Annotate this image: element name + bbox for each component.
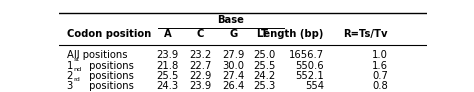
Text: 24.3: 24.3: [156, 81, 179, 91]
Text: 30.0: 30.0: [223, 61, 245, 71]
Text: positions: positions: [86, 61, 134, 71]
Text: 3: 3: [66, 81, 73, 91]
Text: Length (bp): Length (bp): [257, 29, 324, 39]
Text: 25.5: 25.5: [156, 70, 179, 80]
Text: 23.9: 23.9: [156, 50, 179, 60]
Text: 0.8: 0.8: [372, 81, 388, 91]
Text: 1: 1: [66, 61, 73, 71]
Text: 23.2: 23.2: [190, 50, 212, 60]
Text: 22.7: 22.7: [190, 61, 212, 71]
Text: 27.9: 27.9: [223, 50, 245, 60]
Text: 25.5: 25.5: [253, 61, 275, 71]
Text: T: T: [261, 29, 268, 39]
Text: st: st: [73, 57, 79, 62]
Text: All positions: All positions: [66, 50, 127, 60]
Text: 26.4: 26.4: [223, 81, 245, 91]
Text: R=Ts/Tv: R=Ts/Tv: [344, 29, 388, 39]
Text: 1.6: 1.6: [372, 61, 388, 71]
Text: rd: rd: [73, 77, 80, 82]
Text: A: A: [164, 29, 172, 39]
Text: 27.4: 27.4: [223, 70, 245, 80]
Text: 25.3: 25.3: [253, 81, 275, 91]
Text: 21.8: 21.8: [156, 61, 179, 71]
Text: 552.1: 552.1: [295, 70, 324, 80]
Text: 1656.7: 1656.7: [289, 50, 324, 60]
Text: G: G: [229, 29, 238, 39]
Text: Codon position: Codon position: [66, 29, 151, 39]
Text: 25.0: 25.0: [253, 50, 275, 60]
Text: Base: Base: [217, 15, 244, 25]
Text: 24.2: 24.2: [253, 70, 275, 80]
Text: 1.0: 1.0: [372, 50, 388, 60]
Text: 23.9: 23.9: [190, 81, 212, 91]
Text: positions: positions: [86, 81, 134, 91]
Text: 2: 2: [66, 70, 73, 80]
Text: 0.7: 0.7: [372, 70, 388, 80]
Text: 22.9: 22.9: [190, 70, 212, 80]
Text: 554: 554: [305, 81, 324, 91]
Text: nd: nd: [73, 67, 82, 72]
Text: 550.6: 550.6: [295, 61, 324, 71]
Text: positions: positions: [86, 70, 134, 80]
Text: C: C: [197, 29, 204, 39]
